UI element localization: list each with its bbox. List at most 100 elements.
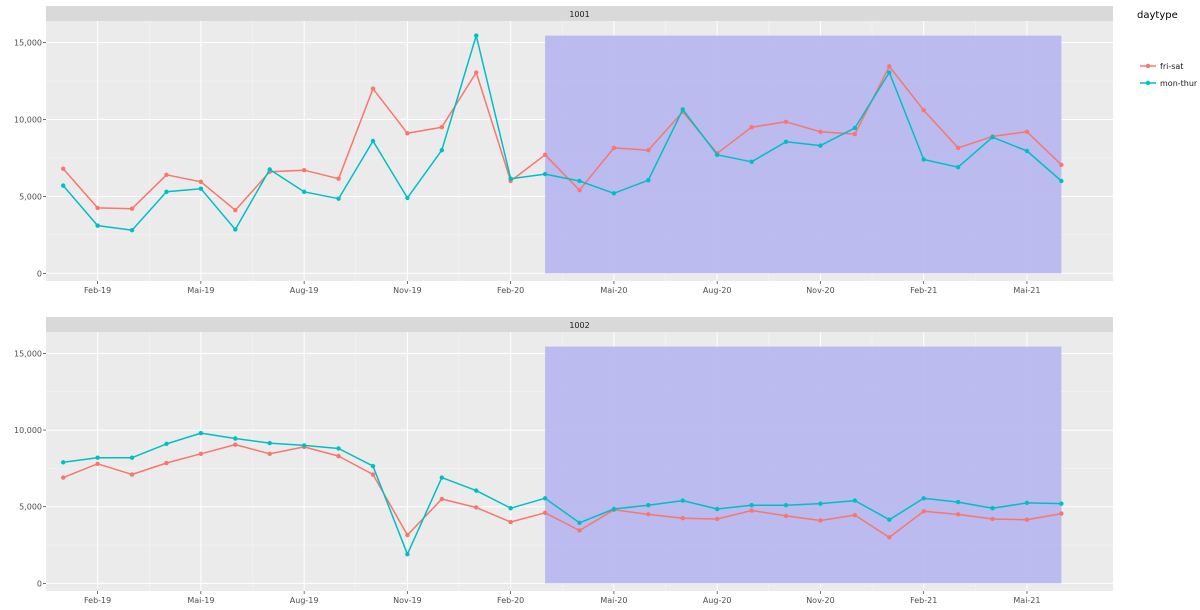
data-point-mon-thur: [474, 488, 479, 493]
data-point-mon-thur: [164, 189, 169, 194]
data-point-mon-thur: [714, 506, 720, 512]
x-tick-label: Feb-19: [84, 596, 111, 605]
data-point-mon-thur: [198, 430, 204, 436]
legend-label-fri-sat: fri-sat: [1160, 62, 1183, 71]
data-point-mon-thur: [887, 70, 892, 75]
data-point-mon-thur: [646, 178, 651, 183]
data-point-mon-thur: [405, 552, 410, 557]
data-point-fri-sat: [852, 131, 858, 137]
x-tick-label: Nov-19: [393, 286, 421, 295]
x-tick-label: Nov-20: [806, 286, 834, 295]
y-tick-label: 0: [37, 579, 42, 588]
y-tick-label: 15,000: [14, 39, 42, 48]
data-point-fri-sat: [198, 451, 204, 457]
data-point-fri-sat: [129, 206, 135, 211]
data-point-fri-sat: [1024, 517, 1030, 522]
data-point-fri-sat: [370, 86, 376, 91]
x-tick-label: Mai-21: [1013, 596, 1040, 605]
data-point-mon-thur: [439, 148, 445, 153]
data-point-mon-thur: [301, 443, 307, 448]
data-point-mon-thur: [129, 228, 135, 233]
data-point-mon-thur: [990, 134, 995, 140]
data-point-fri-sat: [577, 188, 582, 193]
data-point-fri-sat: [921, 509, 926, 514]
x-tick-label: Aug-19: [290, 286, 319, 295]
data-point-fri-sat: [921, 108, 926, 113]
x-tick-label: Nov-20: [806, 596, 834, 605]
data-point-fri-sat: [336, 453, 341, 459]
data-point-mon-thur: [198, 186, 204, 191]
data-point-mon-thur: [577, 178, 582, 184]
series-line-fri-sat: [62, 443, 1062, 539]
data-point-mon-thur: [783, 502, 789, 508]
x-tick-label: Feb-20: [497, 286, 524, 295]
data-point-mon-thur: [577, 520, 582, 526]
data-point-fri-sat: [1059, 162, 1064, 168]
y-tick-label: 15,000: [14, 349, 42, 358]
x-tick-label: Feb-20: [497, 596, 524, 605]
data-point-fri-sat: [714, 516, 720, 522]
panel-strip: [46, 317, 1113, 332]
data-point-mon-thur: [370, 138, 376, 144]
data-point-mon-thur: [336, 196, 341, 201]
data-point-fri-sat: [646, 512, 651, 517]
y-tick-label: 10,000: [14, 115, 42, 124]
x-tick-label: Mai-19: [187, 596, 214, 605]
data-point-fri-sat: [955, 145, 961, 151]
data-point-mon-thur: [301, 189, 307, 194]
highlight-region: [545, 35, 1062, 274]
highlight-region: [545, 346, 1062, 584]
data-point-fri-sat: [1024, 129, 1030, 134]
data-point-fri-sat: [542, 152, 548, 158]
data-point-mon-thur: [749, 502, 754, 508]
data-point-fri-sat: [577, 528, 582, 533]
data-point-fri-sat: [508, 519, 513, 525]
data-point-mon-thur: [1059, 501, 1064, 506]
data-point-mon-thur: [129, 455, 135, 460]
data-point-fri-sat: [370, 472, 376, 477]
data-point-mon-thur: [233, 436, 238, 441]
data-point-mon-thur: [542, 496, 548, 501]
data-point-mon-thur: [680, 498, 685, 503]
data-point-fri-sat: [646, 148, 651, 153]
series-line-fri-sat: [62, 65, 1062, 211]
data-point-fri-sat: [818, 129, 823, 134]
series-line-mon-thur: [62, 34, 1062, 231]
legend-dot-mon-thur: [1145, 80, 1151, 86]
data-point-mon-thur: [95, 455, 100, 460]
data-point-fri-sat: [301, 168, 307, 173]
data-point-mon-thur: [955, 164, 961, 170]
data-point-mon-thur: [508, 506, 513, 511]
y-tick-label: 5,000: [19, 503, 42, 512]
y-tick-label: 10,000: [14, 426, 42, 435]
data-point-mon-thur: [887, 517, 892, 522]
y-tick-label: 0: [37, 269, 42, 278]
data-point-mon-thur: [714, 152, 720, 158]
data-point-fri-sat: [164, 460, 169, 466]
data-point-mon-thur: [990, 506, 995, 511]
data-point-mon-thur: [852, 125, 858, 131]
panel-1002: 1002 0 5,000 10,000 15,000 Feb-19 Mai-19 Aug-19…: [14, 317, 1113, 605]
data-point-mon-thur: [267, 167, 272, 172]
data-point-fri-sat: [887, 535, 892, 540]
x-tick-label: Feb-21: [910, 596, 937, 605]
x-tick-label: Aug-20: [703, 596, 732, 605]
panel-strip-label: 1002: [569, 321, 589, 330]
data-point-mon-thur: [611, 506, 617, 512]
data-point-mon-thur: [474, 33, 479, 38]
data-point-fri-sat: [749, 508, 754, 513]
data-point-mon-thur: [680, 107, 685, 112]
data-point-fri-sat: [1059, 511, 1064, 516]
panels-layer: 1001 0 5,000 10,000 15,000 Feb-19 Mai-19 Aug-19…: [14, 6, 1113, 605]
data-point-mon-thur: [749, 159, 754, 164]
data-point-mon-thur: [336, 446, 341, 451]
x-tick-label: Aug-19: [290, 596, 319, 605]
x-tick-label: Aug-20: [703, 286, 732, 295]
data-point-mon-thur: [921, 157, 926, 162]
x-tick-label: Mai-19: [187, 286, 214, 295]
data-point-fri-sat: [405, 532, 410, 538]
data-point-mon-thur: [818, 501, 823, 506]
data-point-mon-thur: [61, 183, 66, 188]
data-point-fri-sat: [233, 208, 238, 213]
